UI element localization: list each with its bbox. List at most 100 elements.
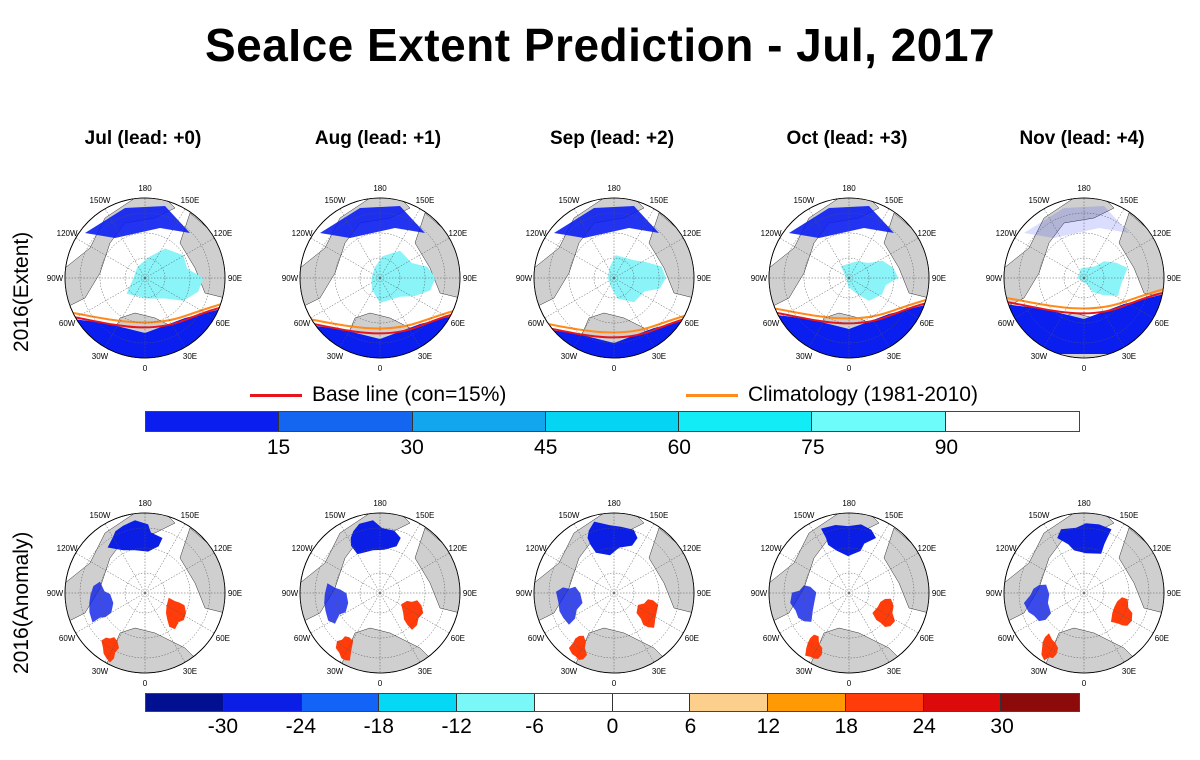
longitude-label: 180 [607, 499, 621, 508]
longitude-label: 0 [847, 364, 852, 373]
longitude-label: 30E [887, 667, 901, 676]
colorbar-segment [412, 412, 546, 431]
colorbar-segment [945, 412, 1079, 431]
longitude-label: 30W [1031, 667, 1048, 676]
page-title: SeaIce Extent Prediction - Jul, 2017 [204, 19, 996, 71]
longitude-label: 90W [986, 589, 1003, 598]
longitude-label: 120E [918, 544, 937, 553]
longitude-label: 120E [918, 229, 937, 238]
longitude-label: 60E [216, 319, 230, 328]
longitude-label: 120W [761, 229, 782, 238]
longitude-label: 120E [449, 229, 468, 238]
colorbar-tick-label: 24 [912, 715, 936, 738]
longitude-label: 180 [1077, 184, 1091, 193]
colorbar-tick-label: 0 [606, 715, 619, 738]
column-title-jul: Jul (lead: +0) [84, 128, 202, 149]
longitude-label: 150E [1120, 196, 1139, 205]
longitude-label: 30W [92, 352, 109, 361]
colorbar-segment [534, 694, 613, 711]
longitude-label: 180 [607, 184, 621, 193]
colorbar-tick-label: 30 [990, 715, 1014, 738]
anomaly-colorbar [145, 693, 1080, 712]
longitude-label: 60W [294, 319, 311, 328]
colorbar-tick-label: -12 [441, 715, 472, 738]
longitude-label: 30E [652, 352, 666, 361]
colorbar-segment [690, 694, 768, 711]
longitude-label: 60E [920, 634, 934, 643]
colorbar-tick-label: 15 [266, 436, 291, 459]
column-title-oct: Oct (lead: +3) [786, 128, 908, 149]
longitude-label: 0 [612, 679, 617, 688]
polar-map-anomaly-3: 180 150E 120E 90E 60E 30E 0 30W 60W 90W 120W 150W [509, 488, 719, 698]
longitude-label: 60E [685, 634, 699, 643]
colorbar-segment [545, 412, 680, 431]
longitude-label: 90E [697, 274, 711, 283]
longitude-label: 30E [652, 667, 666, 676]
longitude-label: 150W [559, 196, 580, 205]
colorbar-segment [923, 694, 1002, 711]
longitude-label: 60W [294, 634, 311, 643]
longitude-label: 90E [463, 589, 477, 598]
longitude-label: 90W [47, 274, 64, 283]
climatology-swatch [686, 393, 738, 397]
colorbar-segment [612, 694, 691, 711]
polar-map-anomaly-4: 180 150E 120E 90E 60E 30E 0 30W 60W 90W 120W 150W [744, 488, 954, 698]
extent-colorbar [145, 411, 1080, 432]
legend-base-line: Base line (con=15%) [250, 383, 506, 407]
column-title-aug: Aug (lead: +1) [314, 128, 442, 149]
longitude-label: 90E [1167, 274, 1181, 283]
longitude-label: 150W [325, 196, 346, 205]
longitude-label: 150E [416, 196, 435, 205]
longitude-label: 30W [1031, 352, 1048, 361]
longitude-label: 90E [228, 589, 242, 598]
longitude-label: 120W [292, 229, 313, 238]
longitude-label: 60W [528, 319, 545, 328]
colorbar-segment [1001, 694, 1079, 711]
longitude-label: 120W [57, 544, 78, 553]
polar-map-extent-1: 180 150E 120E 90E 60E 30E 0 30W 60W 90W 120W 150W [40, 173, 250, 383]
colorbar-tick-label: 30 [400, 436, 424, 459]
longitude-label: 30E [418, 352, 432, 361]
longitude-label: 30W [561, 667, 578, 676]
longitude-label: 120W [996, 544, 1017, 553]
longitude-label: 150W [1029, 196, 1050, 205]
longitude-label: 120W [526, 229, 547, 238]
longitude-label: 30W [796, 352, 813, 361]
colorbar-tick-label: 60 [667, 436, 691, 459]
colorbar-tick-label: 45 [534, 436, 558, 459]
longitude-label: 30W [796, 667, 813, 676]
longitude-label: 30W [92, 667, 109, 676]
longitude-label: 90E [697, 589, 711, 598]
colorbar-tick-label: -24 [285, 715, 316, 738]
longitude-label: 120E [683, 544, 702, 553]
colorbar-segment [845, 694, 924, 711]
longitude-label: 120E [214, 229, 233, 238]
polar-map-extent-2: 180 150E 120E 90E 60E 30E 0 30W 60W 90W 120W 150W [275, 173, 485, 383]
longitude-label: 90W [516, 589, 533, 598]
longitude-label: 0 [378, 679, 383, 688]
longitude-label: 30E [1122, 352, 1136, 361]
polar-map-extent-3: 180 150E 120E 90E 60E 30E 0 30W 60W 90W 120W 150W [509, 173, 719, 383]
column-title-nov: Nov (lead: +4) [1019, 128, 1145, 149]
longitude-label: 0 [1082, 364, 1087, 373]
colorbar-segment [679, 412, 813, 431]
longitude-label: 120W [761, 544, 782, 553]
longitude-label: 30E [183, 667, 197, 676]
longitude-label: 30E [1122, 667, 1136, 676]
longitude-label: 60E [216, 634, 230, 643]
longitude-label: 60W [763, 634, 780, 643]
longitude-label: 150E [650, 511, 669, 520]
longitude-label: 60E [920, 319, 934, 328]
row-label-anomaly: 2016(Anomaly) [10, 531, 33, 674]
colorbar-tick-label: 6 [684, 715, 697, 738]
longitude-label: 150W [1029, 511, 1050, 520]
longitude-label: 90W [282, 589, 299, 598]
longitude-label: 150W [90, 511, 111, 520]
colorbar-segment [146, 412, 280, 431]
longitude-label: 120E [449, 544, 468, 553]
longitude-label: 150E [181, 511, 200, 520]
longitude-label: 0 [847, 679, 852, 688]
longitude-label: 90W [751, 274, 768, 283]
colorbar-tick-label: -18 [363, 715, 394, 738]
polar-map-anomaly-2: 180 150E 120E 90E 60E 30E 0 30W 60W 90W 120W 150W [275, 488, 485, 698]
